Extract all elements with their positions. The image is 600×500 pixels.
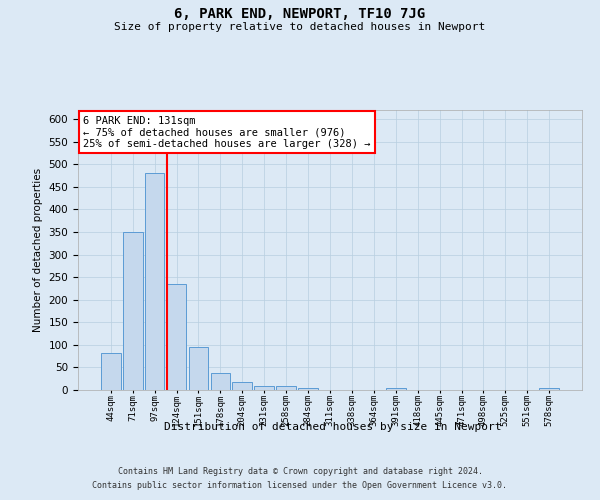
- Text: Size of property relative to detached houses in Newport: Size of property relative to detached ho…: [115, 22, 485, 32]
- Bar: [539, 388, 559, 390]
- Bar: [145, 173, 164, 390]
- Bar: [254, 386, 274, 390]
- Bar: [188, 347, 208, 390]
- Text: Contains HM Land Registry data © Crown copyright and database right 2024.: Contains HM Land Registry data © Crown c…: [118, 468, 482, 476]
- Text: Contains public sector information licensed under the Open Government Licence v3: Contains public sector information licen…: [92, 481, 508, 490]
- Text: 6 PARK END: 131sqm
← 75% of detached houses are smaller (976)
25% of semi-detach: 6 PARK END: 131sqm ← 75% of detached hou…: [83, 116, 371, 149]
- Bar: [167, 284, 187, 390]
- Text: Distribution of detached houses by size in Newport: Distribution of detached houses by size …: [164, 422, 502, 432]
- Y-axis label: Number of detached properties: Number of detached properties: [33, 168, 43, 332]
- Bar: [232, 382, 252, 390]
- Text: 6, PARK END, NEWPORT, TF10 7JG: 6, PARK END, NEWPORT, TF10 7JG: [175, 8, 425, 22]
- Bar: [211, 373, 230, 390]
- Bar: [276, 386, 296, 390]
- Bar: [123, 232, 143, 390]
- Bar: [386, 388, 406, 390]
- Bar: [298, 388, 318, 390]
- Bar: [101, 353, 121, 390]
